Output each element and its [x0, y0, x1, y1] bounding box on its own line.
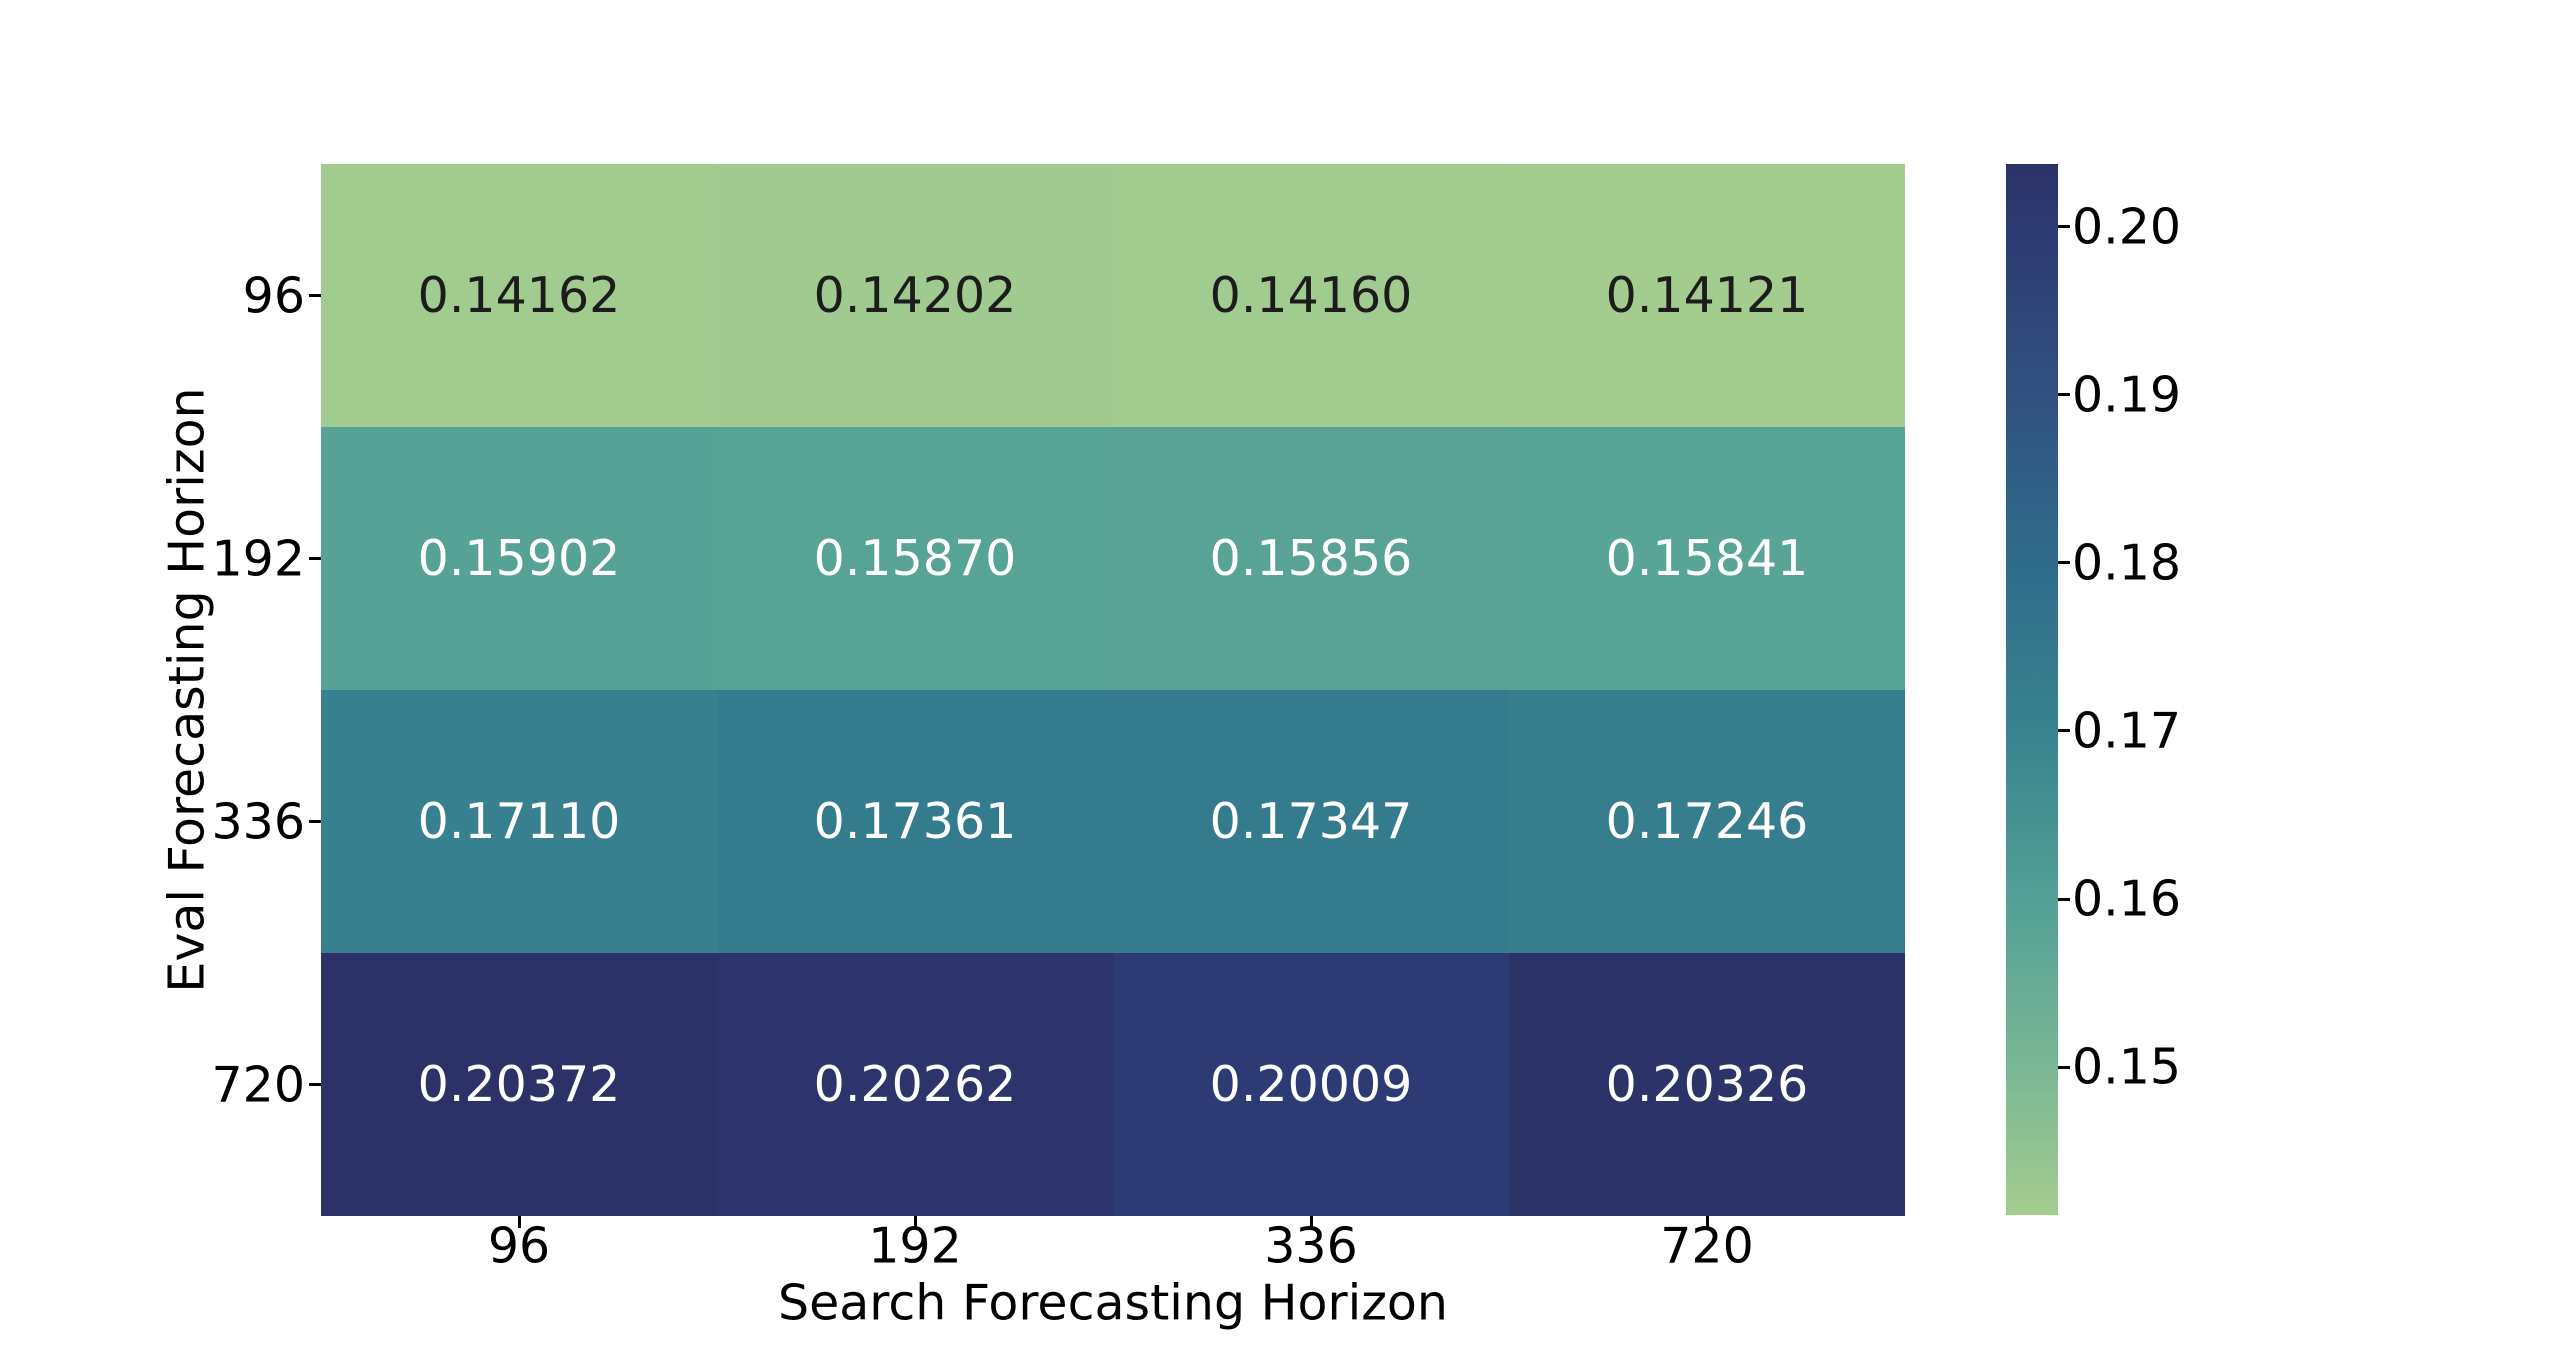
cell-value: 0.17246: [1605, 793, 1809, 850]
cell-value: 0.15870: [813, 530, 1017, 587]
cell-value: 0.14121: [1605, 267, 1809, 324]
cell-value: 0.14160: [1209, 267, 1413, 324]
heatmap-cell-r0c2: 0.14160: [1113, 164, 1509, 427]
colorbar-tick-mark: [2058, 897, 2070, 901]
colorbar-tick-label: 0.16: [2072, 870, 2182, 928]
heatmap-cell-r0c0: 0.14162: [321, 164, 717, 427]
cell-value: 0.20009: [1209, 1056, 1413, 1113]
colorbar: [2006, 164, 2058, 1215]
y-tick-label: 192: [211, 530, 305, 587]
heatmap-cell-r3c1: 0.20262: [717, 953, 1113, 1216]
colorbar-tick-label: 0.18: [2072, 534, 2182, 592]
x-tick-mark: [1705, 1216, 1709, 1228]
x-tick-label: 336: [1264, 1217, 1358, 1275]
y-tick-mark: [309, 1083, 321, 1086]
colorbar-tick-mark: [2058, 561, 2070, 565]
x-tick-mark: [1309, 1216, 1313, 1228]
colorbar-tick-mark: [2058, 1065, 2070, 1069]
colorbar-tick-mark: [2058, 393, 2070, 397]
x-axis-label: Search Forecasting Horizon: [778, 1274, 1448, 1332]
heatmap-cell-r2c2: 0.17347: [1113, 690, 1509, 953]
cell-value: 0.20326: [1605, 1056, 1809, 1113]
y-tick-label: 720: [211, 1056, 305, 1113]
colorbar-tick-mark: [2058, 225, 2070, 229]
heatmap-cell-r1c2: 0.15856: [1113, 427, 1509, 690]
heatmap-cell-r1c3: 0.15841: [1509, 427, 1905, 690]
y-tick-mark: [309, 294, 321, 297]
y-tick-label: 96: [242, 267, 305, 324]
cell-value: 0.15856: [1209, 530, 1413, 587]
y-tick-mark: [309, 820, 321, 823]
colorbar-tick-label: 0.15: [2072, 1038, 2182, 1096]
cell-value: 0.17361: [813, 793, 1017, 850]
cell-value: 0.17347: [1209, 793, 1413, 850]
x-tick-mark: [913, 1216, 917, 1228]
x-tick-label: 96: [487, 1217, 551, 1275]
heatmap-cell-r3c3: 0.20326: [1509, 953, 1905, 1216]
heatmap-cell-r3c0: 0.20372: [321, 953, 717, 1216]
y-axis-label: Eval Forecasting Horizon: [158, 387, 216, 993]
heatmap-cell-r3c2: 0.20009: [1113, 953, 1509, 1216]
cell-value: 0.14162: [417, 267, 621, 324]
heatmap-cell-r2c1: 0.17361: [717, 690, 1113, 953]
x-tick-label: 720: [1660, 1217, 1754, 1275]
cell-value: 0.20262: [813, 1056, 1017, 1113]
colorbar-tick-label: 0.20: [2072, 198, 2182, 256]
heatmap-cell-r2c0: 0.17110: [321, 690, 717, 953]
cell-value: 0.17110: [417, 793, 621, 850]
colorbar-tick-label: 0.17: [2072, 702, 2182, 760]
x-tick-label: 192: [868, 1217, 962, 1275]
colorbar-tick-mark: [2058, 729, 2070, 733]
cell-value: 0.15841: [1605, 530, 1809, 587]
y-tick-label: 336: [211, 793, 305, 850]
heatmap-cell-r0c3: 0.14121: [1509, 164, 1905, 427]
cell-value: 0.15902: [417, 530, 621, 587]
heatmap-cell-r2c3: 0.17246: [1509, 690, 1905, 953]
heatmap-cell-r1c0: 0.15902: [321, 427, 717, 690]
heatmap-cell-r1c1: 0.15870: [717, 427, 1113, 690]
colorbar-tick-label: 0.19: [2072, 366, 2182, 424]
x-tick-mark: [517, 1216, 521, 1228]
cell-value: 0.14202: [813, 267, 1017, 324]
heatmap-cell-r0c1: 0.14202: [717, 164, 1113, 427]
y-tick-mark: [309, 557, 321, 560]
cell-value: 0.20372: [417, 1056, 621, 1113]
